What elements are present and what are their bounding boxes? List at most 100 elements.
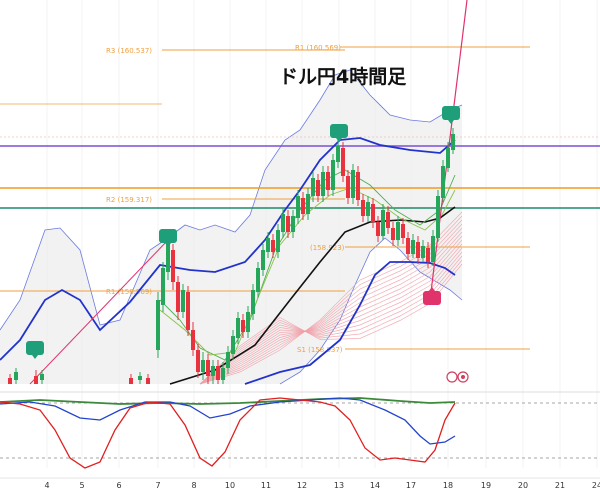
candle-body-32 <box>281 214 285 232</box>
candle-body-34 <box>291 216 295 232</box>
candle-body-56 <box>401 224 405 238</box>
candle-body-14 <box>191 330 195 350</box>
x-tick-label-13: 13 <box>334 481 344 490</box>
candle-body-13 <box>186 292 190 330</box>
signal-marker-sell-4 <box>423 291 441 305</box>
signal-pointer-4 <box>429 287 435 291</box>
candle-body-47 <box>356 172 360 200</box>
candle-body-20 <box>221 368 225 380</box>
ma-ribbon-line-6 <box>199 235 463 385</box>
pivot-label-4: R1 (158.569) <box>106 288 152 296</box>
bollinger-band-upper <box>0 137 456 361</box>
candle-body-45 <box>346 176 350 198</box>
candle-body-63 <box>436 196 440 238</box>
x-tick-label-6: 6 <box>116 481 121 490</box>
bollinger-fill <box>0 70 462 384</box>
signal-marker-buy-0 <box>26 341 44 355</box>
candle-body-3 <box>40 374 44 380</box>
pivot-label-1: R1 (160.569) <box>295 44 341 52</box>
x-tick-label-24: 24 <box>592 481 600 490</box>
candle-body-17 <box>206 360 210 376</box>
x-tick-label-11: 11 <box>261 481 271 490</box>
oscillator-red-line <box>0 397 456 469</box>
moving-average-black <box>169 206 456 385</box>
candle-body-41 <box>326 172 330 190</box>
signal-pointer-1 <box>165 243 171 247</box>
pivot-label-3: (158.923) <box>310 244 345 252</box>
oscillator-blue-line <box>0 397 456 445</box>
candle-body-7 <box>156 300 160 350</box>
ma-ribbon-line-8 <box>199 243 463 385</box>
ma-ribbon-line-5 <box>199 231 463 385</box>
candle-body-49 <box>366 202 370 216</box>
candle-body-61 <box>426 248 430 262</box>
candle-body-48 <box>361 200 365 216</box>
candle-body-15 <box>196 350 200 372</box>
trend-line-red-left <box>29 239 169 385</box>
candle-body-66 <box>451 134 455 150</box>
candle-body-23 <box>236 318 240 338</box>
x-tick-label-8: 8 <box>191 481 196 490</box>
x-tick-label-19: 19 <box>481 481 491 490</box>
x-tick-label-12: 12 <box>297 481 307 490</box>
candle-body-42 <box>331 160 335 190</box>
oscillator-green-line <box>0 397 456 405</box>
candle-body-1 <box>14 372 18 380</box>
signal-marker-buy-2 <box>330 124 348 138</box>
signal-pointer-3 <box>448 120 454 124</box>
candle-body-51 <box>376 222 380 236</box>
candle-body-28 <box>261 250 265 270</box>
candle-body-18 <box>211 366 215 376</box>
candle-body-11 <box>176 282 180 312</box>
candle-body-59 <box>416 242 420 258</box>
candle-body-36 <box>301 198 305 214</box>
candle-body-50 <box>371 204 375 222</box>
candle-body-62 <box>431 236 435 262</box>
candle-body-16 <box>201 360 205 372</box>
candle-body-2 <box>34 376 38 384</box>
pivot-label-5: S1 (158.037) <box>297 346 343 354</box>
ma-ribbon-line-3 <box>199 223 463 385</box>
candle-body-12 <box>181 290 185 312</box>
chart-title: ドル円4時間足 <box>279 66 407 88</box>
candle-body-53 <box>386 212 390 228</box>
candle-body-60 <box>421 246 425 258</box>
bollinger-band-lower <box>244 261 456 385</box>
x-tick-label-10: 10 <box>225 481 235 490</box>
candle-body-6 <box>146 378 150 384</box>
candle-body-8 <box>161 268 165 305</box>
bollinger-outer-upper <box>0 69 463 331</box>
signal-pointer-2 <box>336 138 342 142</box>
candle-body-54 <box>391 228 395 240</box>
candle-body-31 <box>276 230 280 252</box>
candle-body-24 <box>241 320 245 332</box>
pivot-label-0: R3 (160.537) <box>106 47 152 55</box>
candle-body-58 <box>411 240 415 254</box>
candle-body-9 <box>166 244 170 272</box>
candle-body-65 <box>446 148 450 168</box>
candle-body-43 <box>336 146 340 162</box>
candle-body-5 <box>138 376 142 380</box>
x-tick-label-14: 14 <box>370 481 380 490</box>
candle-body-46 <box>351 170 355 198</box>
candle-body-44 <box>341 148 345 176</box>
x-tick-label-18: 18 <box>443 481 453 490</box>
candle-body-29 <box>266 238 270 252</box>
candle-body-30 <box>271 240 275 252</box>
candle-body-21 <box>226 352 230 368</box>
candle-body-57 <box>406 238 410 254</box>
signal-marker-buy-1 <box>159 229 177 243</box>
pivot-label-2: R2 (159.317) <box>106 196 152 204</box>
candle-body-52 <box>381 210 385 236</box>
candle-body-40 <box>321 172 325 196</box>
candle-body-4 <box>129 378 133 384</box>
x-tick-label-20: 20 <box>518 481 528 490</box>
signal-marker-buy-3 <box>442 106 460 120</box>
candle-body-39 <box>316 180 320 196</box>
x-tick-label-4: 4 <box>44 481 49 490</box>
ma-ribbon-line-7 <box>199 239 463 385</box>
candle-body-37 <box>306 194 310 214</box>
candle-body-0 <box>8 378 12 384</box>
